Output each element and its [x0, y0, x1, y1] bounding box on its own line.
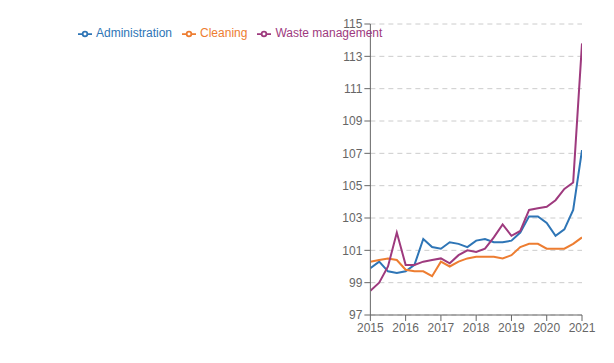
svg-text:103: 103 — [342, 211, 362, 225]
svg-text:2015: 2015 — [357, 321, 384, 335]
svg-text:2016: 2016 — [392, 321, 419, 335]
svg-text:101: 101 — [342, 244, 362, 258]
svg-text:2018: 2018 — [463, 321, 490, 335]
svg-text:107: 107 — [342, 147, 362, 161]
svg-text:111: 111 — [344, 82, 363, 96]
svg-text:99: 99 — [349, 276, 363, 290]
svg-text:113: 113 — [343, 50, 362, 64]
svg-text:2021: 2021 — [569, 321, 596, 335]
svg-text:115: 115 — [343, 17, 362, 31]
svg-text:2017: 2017 — [428, 321, 455, 335]
svg-text:2020: 2020 — [533, 321, 560, 335]
svg-text:109: 109 — [342, 114, 362, 128]
svg-text:2019: 2019 — [498, 321, 525, 335]
svg-text:105: 105 — [342, 179, 362, 193]
svg-text:97: 97 — [349, 308, 363, 322]
